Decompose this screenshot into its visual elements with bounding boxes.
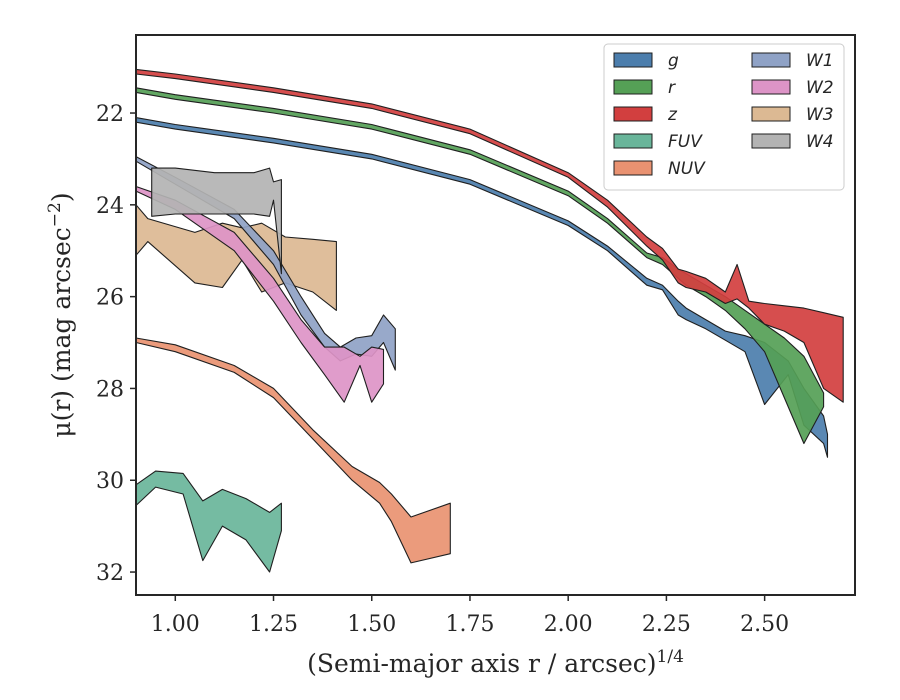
plot-frame (135, 34, 856, 596)
x-tick-label: 1.50 (347, 612, 396, 637)
legend-swatch-w1 (751, 52, 791, 68)
x-axis-label: (Semi-major axis r / arcsec)1/4 (307, 647, 684, 678)
legend-label-g: g (668, 51, 679, 71)
x-tick-label: 1.75 (445, 612, 494, 637)
legend-label-w1: W1 (806, 51, 834, 71)
legend-label-nuv: NUV (668, 159, 706, 179)
legend-label-w3: W3 (806, 105, 834, 125)
data-bands (135, 68, 844, 573)
legend-label-w2: W2 (806, 78, 834, 98)
y-axis-label: μ(r) (mag arcsec−2) (45, 192, 76, 437)
band-nuv (135, 337, 451, 564)
band-r (135, 87, 825, 445)
band-fuv (135, 470, 282, 573)
legend-swatch-nuv (613, 160, 653, 176)
band-w3 (135, 204, 337, 311)
legend-swatch-g (613, 52, 653, 68)
y-tick-label: 26 (96, 286, 124, 311)
legend-label-z: z (667, 105, 678, 125)
band-g (135, 117, 829, 458)
x-tick-label: 2.00 (544, 612, 593, 637)
x-axis: 1.00 1.25 1.50 1.75 2.00 2.25 2.50 (151, 595, 789, 637)
legend-swatch-r (613, 79, 653, 95)
y-axis: 22 24 26 28 30 32 (96, 102, 136, 586)
x-tick-label: 1.00 (151, 612, 200, 637)
x-tick-label: 2.50 (740, 612, 789, 637)
band-w4 (151, 167, 282, 275)
legend-swatch-w2 (751, 79, 791, 95)
legend-swatch-w3 (751, 106, 791, 122)
legend-label-r: r (668, 78, 676, 98)
legend-swatch-w4 (751, 133, 791, 149)
band-w2 (135, 185, 385, 403)
x-tick-label: 2.25 (642, 612, 691, 637)
x-tick-label: 1.25 (249, 612, 298, 637)
legend-label-fuv: FUV (668, 132, 703, 152)
legend-swatch-z (613, 106, 653, 122)
y-tick-label: 22 (96, 102, 124, 127)
y-tick-label: 24 (96, 194, 124, 219)
y-tick-label: 28 (96, 377, 124, 402)
legend-swatch-fuv (613, 133, 653, 149)
legend: grz FUV NUV W1 W2 W3 W4 (603, 43, 845, 191)
y-tick-label: 32 (96, 561, 124, 586)
legend-label-w4: W4 (806, 132, 834, 152)
y-tick-label: 30 (96, 469, 124, 494)
band-z (135, 68, 844, 403)
